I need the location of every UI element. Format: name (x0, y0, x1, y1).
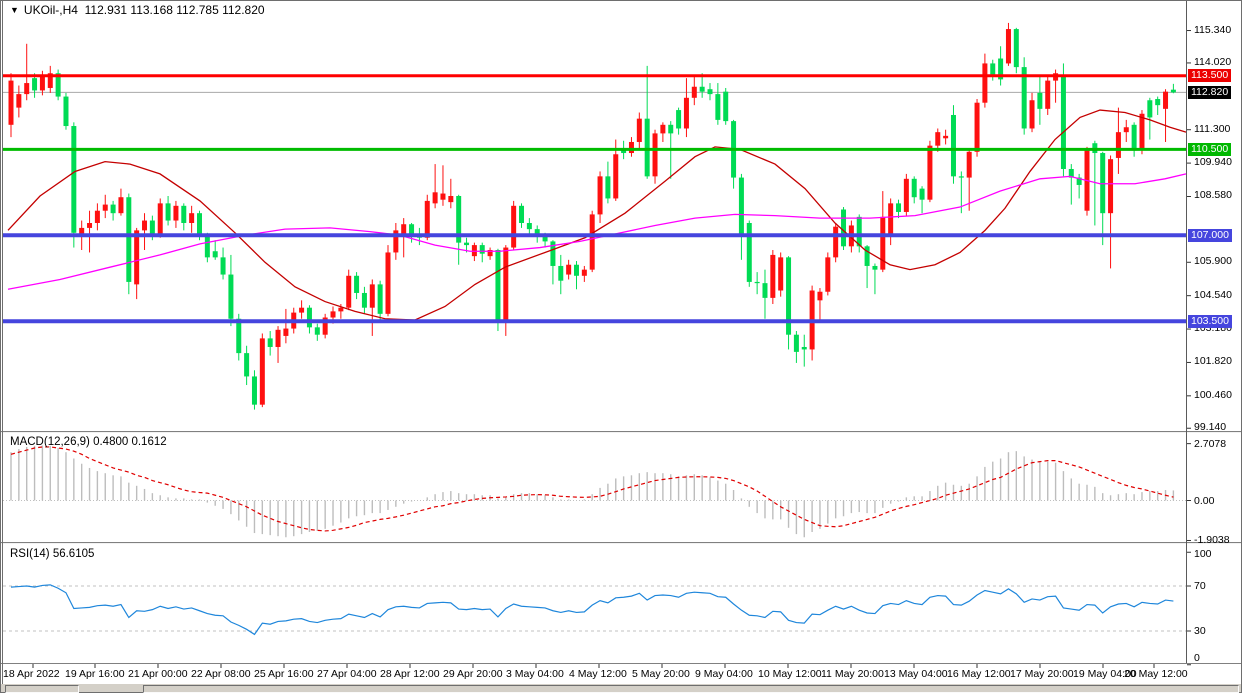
symbol-timeframe: UKOil-,H4 (23, 3, 78, 17)
time-axis-label: 13 May 04:00 (884, 668, 948, 680)
price-tick-label: 114.020 (1194, 55, 1232, 68)
time-axis-label: 4 May 12:00 (569, 668, 627, 680)
bottom-window-edge (1, 684, 1241, 693)
price-tick-label: 100.460 (1194, 388, 1232, 401)
time-axis-label: 28 Apr 12:00 (380, 668, 440, 680)
price-tick-label: 115.340 (1194, 23, 1232, 36)
status-strip-segment (5, 685, 79, 693)
price-tick-label: 109.940 (1194, 156, 1232, 169)
time-axis-label: 3 May 04:00 (506, 668, 564, 680)
time-axis-label: 25 Apr 16:00 (254, 668, 314, 680)
macd-indicator-label: MACD(12,26,9) 0.4800 0.1612 (10, 436, 167, 448)
price-tick-label: 111.300 (1194, 122, 1231, 135)
price-down-triangle-icon: ▼ (10, 5, 19, 15)
price-tick-label: 101.820 (1194, 355, 1232, 368)
price-level-badge: 103.500 (1188, 314, 1232, 328)
time-axis-label: 27 Apr 04:00 (317, 668, 377, 680)
price-level-badge: 107.000 (1188, 228, 1232, 242)
ohlc-values: 112.931 113.168 112.785 112.820 (84, 3, 265, 17)
time-axis-label: 9 May 04:00 (695, 668, 753, 680)
time-axis-label: 22 Apr 08:00 (191, 668, 251, 680)
rsi-tick-label: 100 (1194, 548, 1212, 560)
macd-tick-label: -1.9038 (1194, 534, 1230, 547)
price-level-badge: 110.500 (1188, 142, 1232, 156)
price-tick-label: 105.900 (1194, 255, 1232, 268)
time-axis-label: 29 Apr 20:00 (443, 668, 503, 680)
window-border-left (0, 0, 1, 693)
time-axis-label: 19 May 04:00 (1073, 668, 1137, 680)
price-tick-label: 108.580 (1194, 189, 1232, 202)
chart-title: ▼ UKOil-,H4 112.931 113.168 112.785 112.8… (10, 3, 265, 17)
status-strip-segment (143, 685, 1239, 693)
price-level-badge: 112.820 (1188, 85, 1232, 99)
rsi-indicator-label: RSI(14) 56.6105 (10, 548, 95, 560)
main-chart-panel[interactable] (3, 16, 1186, 431)
macd-panel[interactable] (3, 434, 1186, 542)
time-axis-label: 18 Apr 2022 (3, 668, 60, 680)
rsi-panel[interactable] (3, 545, 1186, 663)
window-border-top (0, 0, 1242, 1)
time-axis-label: 10 May 12:00 (758, 668, 822, 680)
time-axis-label: 11 May 20:00 (821, 668, 884, 680)
macd-tick-label: 2.7078 (1194, 437, 1227, 450)
window-border-left-inner (2, 0, 3, 693)
price-tick-label: 104.540 (1194, 288, 1232, 301)
time-axis-label: 16 May 12:00 (947, 668, 1011, 680)
macd-tick-label: 0.00 (1194, 494, 1215, 507)
time-axis-label: 5 May 20:00 (632, 668, 690, 680)
time-axis-label: 21 Apr 00:00 (128, 668, 188, 680)
time-axis-label: 19 Apr 16:00 (65, 668, 125, 680)
rsi-tick-label: 70 (1194, 580, 1206, 592)
rsi-tick-label: 30 (1194, 625, 1206, 637)
time-axis-label: 17 May 20:00 (1010, 668, 1074, 680)
rsi-tick-label: 0 (1194, 652, 1200, 664)
price-tick-label: 99.140 (1194, 421, 1227, 434)
time-axis-label: 20 May 12:00 (1124, 668, 1188, 680)
price-level-badge: 113.500 (1188, 69, 1232, 83)
time-axis[interactable]: 18 Apr 2022 19 Apr 16:00 21 Apr 00:00 22 Ap… (0, 664, 1242, 684)
price-axis[interactable]: 115.340 114.020 111.300 109.940 108.580 105.9… (1187, 0, 1242, 664)
